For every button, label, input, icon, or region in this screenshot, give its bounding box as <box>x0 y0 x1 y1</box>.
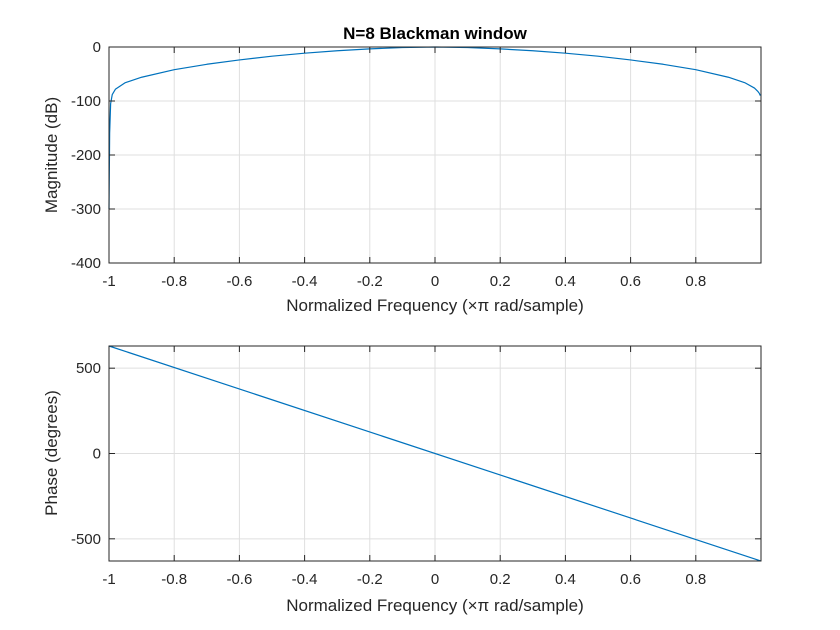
phase-x-tick-label: -1 <box>102 571 115 588</box>
phase-y-tick-label: -500 <box>71 531 101 548</box>
phase-y-axis-label: Phase (degrees) <box>42 390 61 516</box>
phase-x-ticks: -1 -0.8 -0.6 -0.4 -0.2 0 0.2 0.4 0.6 0.8 <box>102 346 706 588</box>
phase-panel: -1 -0.8 -0.6 -0.4 -0.2 0 0.2 0.4 0.6 0.8 -500 0 500… <box>42 345 762 615</box>
magnitude-x-tick-label: -0.8 <box>161 273 187 290</box>
phase-x-axis-label: Normalized Frequency (×π rad/sample) <box>286 596 584 615</box>
magnitude-x-tick-label: -1 <box>102 273 115 290</box>
phase-y-tick-label: 500 <box>76 360 101 377</box>
magnitude-y-tick-label: -300 <box>71 201 101 218</box>
magnitude-y-tick-label: 0 <box>93 39 101 56</box>
magnitude-x-tick-label: 0.2 <box>490 273 511 290</box>
magnitude-chart-title: N=8 Blackman window <box>343 24 528 43</box>
magnitude-y-tick-label: -200 <box>71 147 101 164</box>
phase-x-tick-label: -0.2 <box>357 571 383 588</box>
phase-y-ticks: -500 0 500 <box>71 360 761 548</box>
magnitude-x-ticks: -1 -0.8 -0.6 -0.4 -0.2 0 0.2 0.4 0.6 0.8 <box>102 47 706 290</box>
phase-x-tick-label: -0.4 <box>292 571 318 588</box>
magnitude-y-tick-label: -100 <box>71 93 101 110</box>
magnitude-x-tick-label: 0.8 <box>685 273 706 290</box>
magnitude-panel: N=8 Blackman window -1 -0.8 -0.6 -0.4 -0.2 0 0… <box>42 24 762 315</box>
phase-grid <box>108 346 761 561</box>
phase-x-tick-label: 0 <box>431 571 439 588</box>
phase-x-tick-label: 0.6 <box>620 571 641 588</box>
phase-series-line <box>108 345 761 562</box>
magnitude-x-tick-label: 0 <box>431 273 439 290</box>
magnitude-x-tick-label: -0.6 <box>226 273 252 290</box>
phase-x-tick-label: 0.2 <box>490 571 511 588</box>
magnitude-y-tick-label: -400 <box>71 255 101 272</box>
phase-x-tick-label: 0.8 <box>685 571 706 588</box>
magnitude-y-ticks: -400 -300 -200 -100 0 <box>71 39 761 272</box>
magnitude-y-axis-label: Magnitude (dB) <box>42 97 61 213</box>
magnitude-x-tick-label: 0.6 <box>620 273 641 290</box>
magnitude-x-axis-label: Normalized Frequency (×π rad/sample) <box>286 296 584 315</box>
magnitude-x-tick-label: 0.4 <box>555 273 576 290</box>
phase-x-tick-label: 0.4 <box>555 571 576 588</box>
magnitude-x-tick-label: -0.2 <box>357 273 383 290</box>
magnitude-x-tick-label: -0.4 <box>292 273 318 290</box>
phase-series <box>108 345 761 562</box>
phase-x-tick-label: -0.8 <box>161 571 187 588</box>
phase-y-tick-label: 0 <box>93 446 101 463</box>
phase-x-tick-label: -0.6 <box>226 571 252 588</box>
